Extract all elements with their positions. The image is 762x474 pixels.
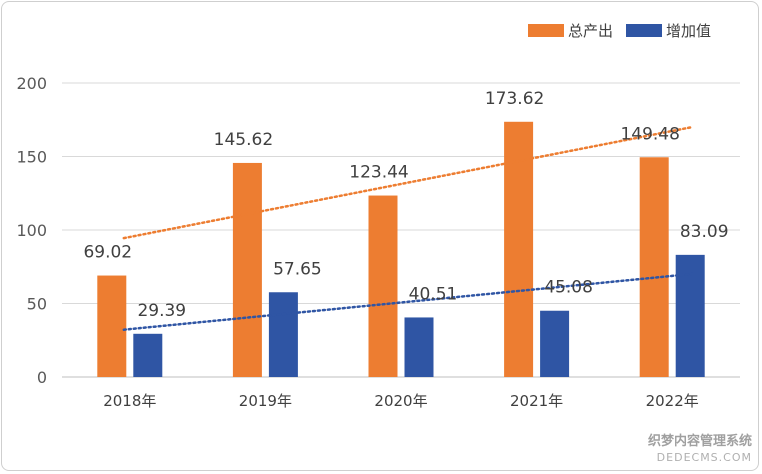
data-label: 40.51 (409, 284, 458, 304)
bar-value-added-2 (404, 317, 434, 377)
bars (97, 121, 705, 378)
bar-total-output-2 (368, 195, 398, 377)
data-label: 83.09 (680, 222, 729, 242)
gridlines (62, 82, 740, 378)
trendline-value-added (122, 272, 694, 331)
x-category-label: 2018年 (103, 392, 156, 410)
data-label: 69.02 (83, 243, 132, 263)
bar-total-output-0 (97, 275, 127, 377)
x-category-label: 2019年 (239, 392, 292, 410)
data-label: 173.62 (485, 89, 544, 109)
x-axis-categories: 2018年 2019年 2020年 2021年 2022年 (103, 392, 699, 410)
data-labels: 69.02 29.39 145.62 57.65 123.44 40.51 173.62 45… (83, 89, 728, 321)
x-category-label: 2021年 (510, 392, 563, 410)
x-category-label: 2022年 (646, 392, 699, 410)
y-tick-label: 0 (37, 368, 47, 387)
data-label: 57.65 (273, 259, 322, 279)
bar-value-added-3 (540, 310, 570, 377)
trendline-total-output (122, 125, 694, 240)
legend-swatch-total-output (528, 24, 564, 37)
y-tick-label: 150 (16, 148, 47, 167)
data-label: 149.48 (620, 124, 679, 144)
x-category-label: 2020年 (374, 392, 427, 410)
legend: 总产出 增加值 (528, 22, 711, 40)
trendlines (122, 125, 694, 331)
watermark: 织梦内容管理系统 DEDECMS.COM (648, 434, 752, 466)
bar-total-output-1 (232, 162, 262, 377)
y-tick-label: 200 (16, 74, 47, 93)
data-label: 123.44 (349, 163, 408, 183)
bar-total-output-4 (639, 157, 669, 377)
legend-swatch-value-added (626, 24, 662, 37)
bar-total-output-3 (504, 121, 534, 378)
data-label: 145.62 (214, 130, 273, 150)
data-label: 45.08 (544, 278, 593, 298)
watermark-line-1: 织梦内容管理系统 (647, 434, 752, 449)
data-label: 29.39 (137, 301, 186, 321)
y-tick-label: 50 (27, 295, 47, 314)
bar-value-added-1 (268, 292, 298, 377)
y-tick-label: 100 (16, 221, 47, 240)
legend-label-total-output: 总产出 (568, 22, 613, 40)
legend-label-value-added: 增加值 (666, 22, 711, 40)
y-axis-ticks: 0 50 100 150 200 (16, 74, 47, 387)
watermark-line-2: DEDECMS.COM (656, 451, 752, 464)
bar-value-added-0 (133, 333, 163, 377)
